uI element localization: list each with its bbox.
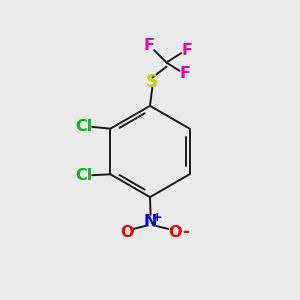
Text: S: S	[146, 73, 159, 91]
Text: O: O	[120, 225, 134, 240]
Text: Cl: Cl	[75, 119, 92, 134]
Text: +: +	[152, 211, 162, 224]
Text: F: F	[144, 38, 155, 53]
Text: O: O	[168, 225, 182, 240]
Text: N: N	[144, 214, 157, 229]
Text: Cl: Cl	[75, 168, 92, 183]
Text: F: F	[181, 43, 192, 58]
Text: -: -	[182, 223, 189, 241]
Text: F: F	[179, 66, 190, 81]
